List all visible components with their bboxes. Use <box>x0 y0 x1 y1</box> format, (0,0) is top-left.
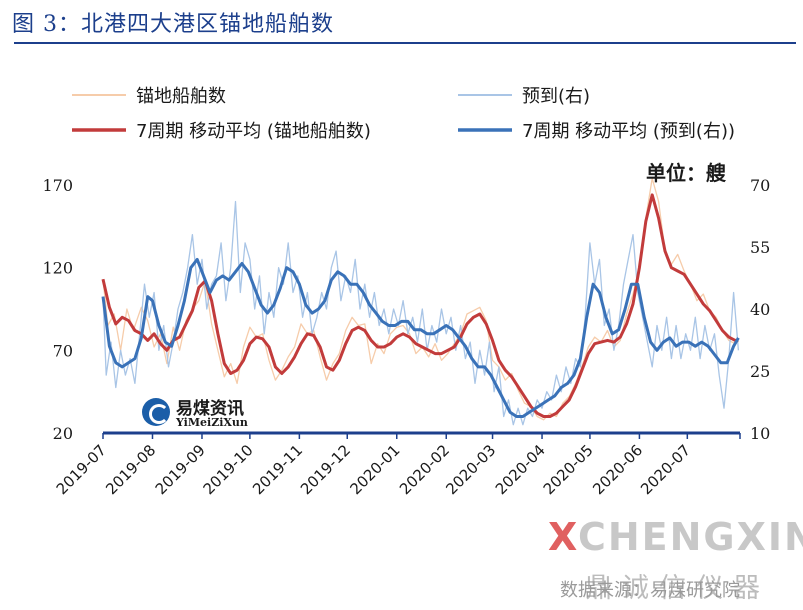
legend-label-0: 锚地船舶数 <box>136 86 226 107</box>
source-note: 数据来源：易煤研究院 <box>560 580 740 601</box>
series-line-0 <box>102 177 739 421</box>
logo-name: 易煤资讯 <box>176 399 244 419</box>
watermark-brand: XCHENGXIN <box>548 515 803 559</box>
y-right-tick-label-1: 25 <box>750 362 770 381</box>
x-tick-label-9: 2020-04 <box>492 441 549 498</box>
y-right-tick-label-4: 70 <box>750 176 770 195</box>
x-tick-label-12: 2020-07 <box>637 441 694 498</box>
watermark-cn: 鼎诚信仪器 <box>585 573 770 604</box>
chart-title: 图 3：北港四大港区锚地船舶数 <box>12 12 334 37</box>
y-right-tick-label-3: 55 <box>750 238 770 257</box>
x-tick-label-2: 2019-09 <box>152 441 209 498</box>
title-rule <box>14 42 796 44</box>
x-tick-label-8: 2020-03 <box>442 441 499 498</box>
y-left-tick-label-1: 70 <box>53 341 73 360</box>
legend-label-2: 7周期 移动平均 (锚地船舶数) <box>136 121 371 142</box>
x-tick-label-3: 2019-10 <box>200 441 257 498</box>
series-line-3 <box>101 257 740 418</box>
y-left-tick-label-2: 120 <box>42 259 73 278</box>
x-tick-label-5: 2019-12 <box>297 441 354 498</box>
legend-label-1: 预到(右) <box>522 86 590 107</box>
watermark-x-letter: X <box>548 515 578 559</box>
y-right-tick-label-0: 10 <box>750 424 770 443</box>
x-tick-label-1: 2019-08 <box>102 441 159 498</box>
legend: 锚地船舶数 预到(右) 7周期 移动平均 (锚地船舶数) 7周期 移动平均 (预到(右… <box>72 86 735 142</box>
logo-subtitle: YiMeiZiXun <box>176 416 248 429</box>
watermark-rest: CHENGXIN <box>577 515 803 559</box>
logo-icon <box>142 398 170 426</box>
x-tick-label-11: 2020-06 <box>589 441 646 498</box>
y-left-tick-label-0: 20 <box>53 424 73 443</box>
x-tick-label-6: 2020-01 <box>347 441 404 498</box>
x-tick-label-7: 2020-02 <box>396 441 453 498</box>
unit-label: 单位：艘 <box>646 161 726 185</box>
x-tick-label-10: 2020-05 <box>540 441 597 498</box>
series-line-2 <box>101 193 739 418</box>
y-right-tick-label-2: 40 <box>750 300 770 319</box>
ma-series-layer <box>101 193 740 418</box>
x-tick-label-0: 2019-07 <box>53 441 110 498</box>
logo: 易煤资讯 YiMeiZiXun <box>142 392 272 436</box>
y-left-tick-label-3: 170 <box>42 176 73 195</box>
series-line-1 <box>102 200 740 426</box>
x-tick-label-4: 2019-11 <box>249 441 306 498</box>
legend-label-3: 7周期 移动平均 (预到(右)) <box>522 121 735 142</box>
raw-series-layer <box>102 177 740 426</box>
